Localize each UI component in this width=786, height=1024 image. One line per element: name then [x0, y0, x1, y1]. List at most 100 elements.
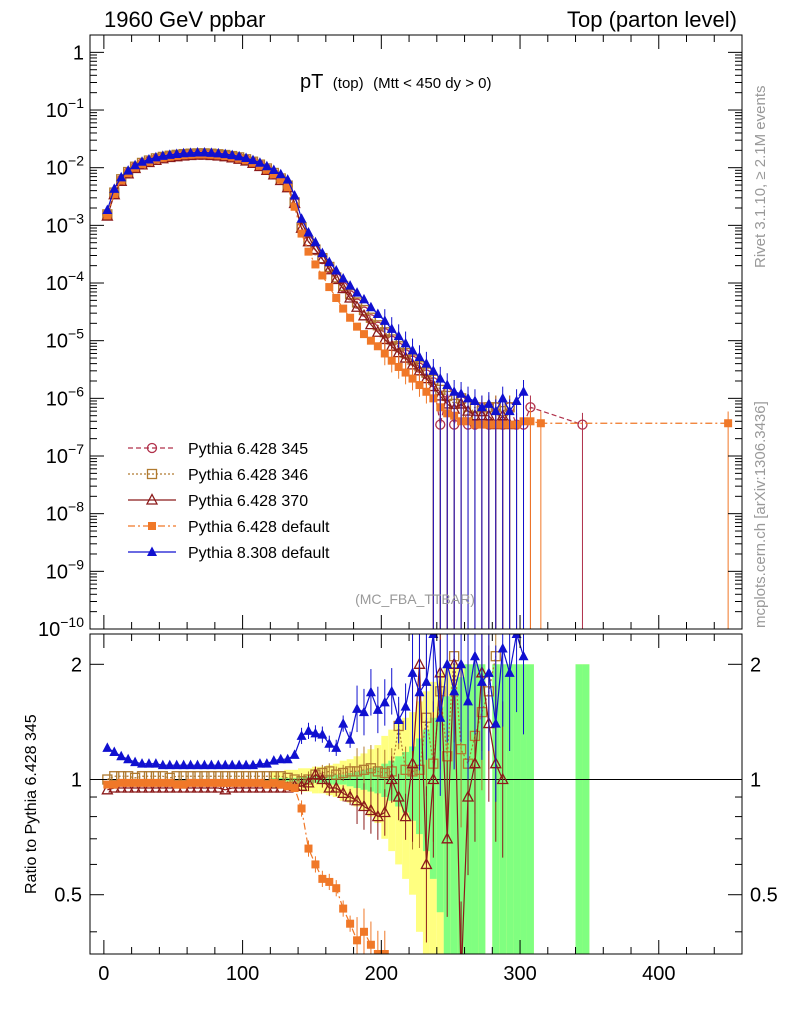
ratio-point — [393, 714, 404, 725]
main-plot-series — [101, 147, 733, 629]
data-point — [330, 272, 343, 285]
data-point — [206, 147, 217, 157]
x-tick-label: 300 — [503, 963, 536, 985]
data-point — [577, 419, 588, 430]
ratio-point — [365, 763, 377, 774]
ratio-point — [421, 676, 432, 686]
data-point — [261, 160, 272, 171]
ratio-point — [220, 759, 231, 770]
data-point — [282, 174, 293, 184]
y-tick-exponent: −2 — [68, 153, 84, 169]
data-point — [311, 260, 320, 269]
band-inner — [478, 664, 486, 954]
data-point — [358, 293, 369, 304]
ratio-point — [330, 781, 343, 793]
ratio-point — [469, 650, 480, 661]
legend-marker — [147, 546, 157, 556]
legend-label: Pythia 6.428 default — [188, 519, 330, 536]
ratio-point — [193, 778, 202, 787]
data-point — [422, 387, 431, 396]
data-point — [456, 388, 467, 398]
ratio-series-pythia-6-428-default — [103, 778, 389, 954]
data-point — [407, 344, 418, 355]
y-tick-exponent: −3 — [68, 210, 84, 226]
legend-marker — [146, 442, 158, 454]
data-point — [490, 405, 501, 416]
plot-title-main: pT — [300, 71, 323, 93]
ratio-point — [233, 781, 246, 793]
ratio-point — [364, 803, 377, 816]
data-point — [323, 262, 336, 275]
x-tick-label: 200 — [365, 963, 398, 985]
data-point — [379, 315, 390, 325]
data-point — [338, 272, 349, 283]
ratio-point — [456, 658, 467, 669]
ratio-point — [212, 781, 225, 793]
data-point — [504, 405, 515, 416]
band-inner — [582, 664, 590, 954]
ratio-point — [199, 759, 210, 770]
data-point — [372, 308, 383, 319]
data-point — [157, 150, 168, 160]
ratio-point — [373, 950, 382, 954]
data-point — [296, 213, 307, 223]
ratio-line — [107, 782, 385, 954]
ratio-point — [219, 782, 232, 795]
ratio-point — [172, 780, 181, 789]
data-point — [290, 202, 299, 211]
ratio-point — [442, 658, 453, 669]
data-point — [414, 351, 425, 362]
ratio-point — [518, 650, 529, 661]
ratio-point — [289, 774, 300, 785]
data-point — [518, 386, 529, 396]
ratio-uncertainty-bands — [270, 664, 590, 954]
ratio-point — [143, 758, 154, 768]
ratio-point — [399, 809, 412, 822]
data-point — [164, 149, 175, 159]
ratio-point — [110, 780, 119, 789]
data-point — [352, 287, 363, 297]
data-point — [359, 330, 368, 339]
band-inner — [575, 664, 583, 954]
y-tick-exponent: −10 — [60, 614, 84, 630]
y-tick-exponent: −5 — [68, 326, 84, 342]
data-point — [248, 154, 258, 165]
ratio-point — [461, 790, 475, 802]
ratio-point — [103, 780, 112, 789]
series-pythia-6-428-345 — [102, 148, 588, 629]
ratio-point — [200, 778, 209, 787]
ratio-point — [351, 766, 363, 777]
x-tick-label: 100 — [226, 963, 259, 985]
legend-entry: Pythia 6.428 default — [128, 519, 330, 536]
data-point — [199, 147, 210, 157]
data-point — [192, 147, 203, 157]
data-point — [366, 336, 375, 345]
ratio-point — [400, 701, 411, 711]
ratio-point — [435, 712, 446, 722]
ratio-point — [344, 766, 356, 777]
data-point — [123, 165, 134, 175]
data-point — [364, 317, 377, 330]
ratio-point — [239, 781, 253, 793]
ratio-point — [511, 634, 522, 638]
ratio-point — [129, 781, 142, 793]
ratio-point — [109, 746, 120, 757]
data-point — [428, 365, 439, 375]
ratio-point — [332, 884, 341, 893]
y-tick-label: 10−2 — [46, 153, 84, 180]
ratio-point — [392, 790, 405, 802]
band-inner — [436, 706, 444, 913]
ratio-point — [352, 703, 363, 713]
data-point — [483, 398, 494, 408]
ratio-point — [261, 758, 272, 768]
data-point — [408, 374, 417, 383]
ratio-point — [385, 772, 398, 785]
legend-entry: Pythia 6.428 346 — [128, 467, 308, 484]
data-point — [386, 323, 397, 333]
ratio-point — [115, 781, 128, 793]
data-point — [185, 147, 196, 157]
data-point — [297, 229, 306, 238]
ratio-y-tick-label-right: 2 — [750, 654, 761, 676]
ratio-point — [275, 753, 286, 764]
